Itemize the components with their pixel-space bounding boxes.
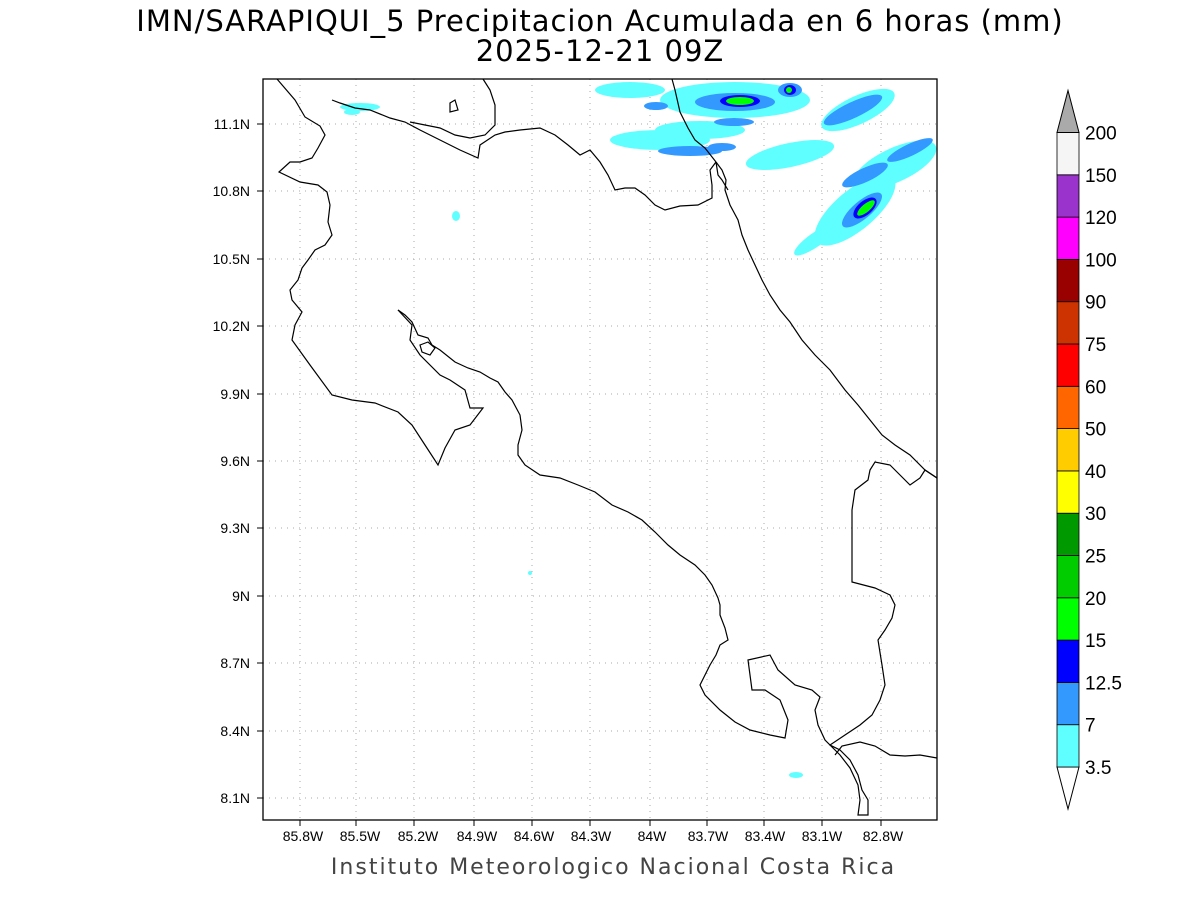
- colorbar-high-arrow: [1056, 88, 1080, 133]
- colorbar-legend: 3.5 7 12.5 15 20 25 30 40 50 60 75 90 100 120 150 200: [1056, 88, 1122, 811]
- colorbar-level-label: 90: [1085, 293, 1106, 314]
- plot-frame: [262, 78, 938, 821]
- colorbar-swatch: [1056, 597, 1080, 641]
- lon-tick-label: 84.6W: [514, 828, 555, 844]
- colorbar-swatch: [1056, 174, 1080, 218]
- lat-tick-label: 9.9N: [220, 386, 250, 402]
- colorbar-swatch: [1056, 132, 1080, 176]
- precipitation-field: [340, 82, 937, 778]
- lon-tick-label: 84.3W: [571, 828, 612, 844]
- lon-tick-label: 83.1W: [802, 828, 843, 844]
- colorbar-level-label: 20: [1085, 589, 1106, 610]
- longitude-axis: 85.8W 85.5W 85.2W 84.9W 84.6W 84.3W 84W …: [283, 828, 904, 844]
- lat-tick-label: 10.8N: [213, 183, 250, 199]
- colorbar-swatch: [1056, 555, 1080, 599]
- colorbar-level-label: 3.5: [1085, 758, 1111, 779]
- lat-tick-label: 10.5N: [213, 251, 250, 267]
- lat-tick-label: 9.6N: [220, 453, 250, 469]
- colorbar-level-label: 60: [1085, 377, 1106, 398]
- colorbar-swatch: [1056, 216, 1080, 260]
- colorbar-level-label: 15: [1085, 631, 1106, 652]
- map-date: 2025-12-21 09Z: [475, 34, 725, 68]
- colorbar-swatch: [1056, 258, 1080, 303]
- lon-tick-label: 85.8W: [283, 828, 324, 844]
- colorbar-swatch: [1056, 470, 1080, 514]
- colorbar-level-label: 50: [1085, 420, 1106, 441]
- colorbar-swatch: [1056, 343, 1080, 387]
- map-grid: [263, 79, 937, 820]
- lat-tick-label: 9.3N: [220, 520, 250, 536]
- latitude-axis: 11.1N 10.8N 10.5N 10.2N 9.9N 9.6N 9.3N 9…: [213, 116, 250, 806]
- colorbar-level-label: 75: [1085, 335, 1106, 356]
- lon-tick-label: 83.7W: [688, 828, 729, 844]
- colorbar-swatch: [1056, 512, 1080, 556]
- colorbar-swatch: [1056, 724, 1080, 768]
- lat-tick-label: 8.1N: [220, 790, 250, 806]
- coastline: [276, 78, 938, 816]
- lat-tick-label: 11.1N: [214, 116, 250, 132]
- lat-tick-label: 8.7N: [220, 655, 250, 671]
- lat-tick-label: 8.4N: [220, 723, 250, 739]
- colorbar-swatch: [1056, 428, 1080, 472]
- lon-tick-label: 84W: [638, 828, 668, 844]
- colorbar-level-label: 30: [1085, 504, 1106, 525]
- lon-tick-label: 84.9W: [457, 828, 498, 844]
- colorbar-swatch: [1056, 639, 1080, 683]
- colorbar-swatch: [1056, 682, 1080, 726]
- lon-tick-label: 85.2W: [398, 828, 439, 844]
- map-title: IMN/SARAPIQUI_5 Precipitacion Acumulada …: [136, 4, 1064, 38]
- colorbar-level-label: 100: [1085, 250, 1117, 271]
- colorbar-level-label: 150: [1085, 166, 1117, 187]
- colorbar-swatch: [1056, 385, 1080, 429]
- lon-tick-label: 83.4W: [745, 828, 786, 844]
- colorbar-low-arrow: [1056, 766, 1080, 811]
- lon-tick-label: 85.5W: [340, 828, 381, 844]
- colorbar-level-label: 120: [1085, 208, 1117, 229]
- colorbar-level-label: 40: [1085, 462, 1106, 483]
- lat-tick-label: 9N: [232, 588, 250, 604]
- colorbar-level-label: 12.5: [1085, 673, 1122, 694]
- colorbar-swatch: [1056, 301, 1080, 345]
- footer-credit: Instituto Meteorologico Nacional Costa R…: [330, 855, 897, 880]
- lat-tick-label: 10.2N: [213, 318, 250, 334]
- colorbar-level-label: 7: [1085, 716, 1096, 737]
- lon-tick-label: 82.8W: [863, 828, 904, 844]
- colorbar-level-label: 200: [1085, 124, 1117, 145]
- colorbar-level-label: 25: [1085, 547, 1106, 568]
